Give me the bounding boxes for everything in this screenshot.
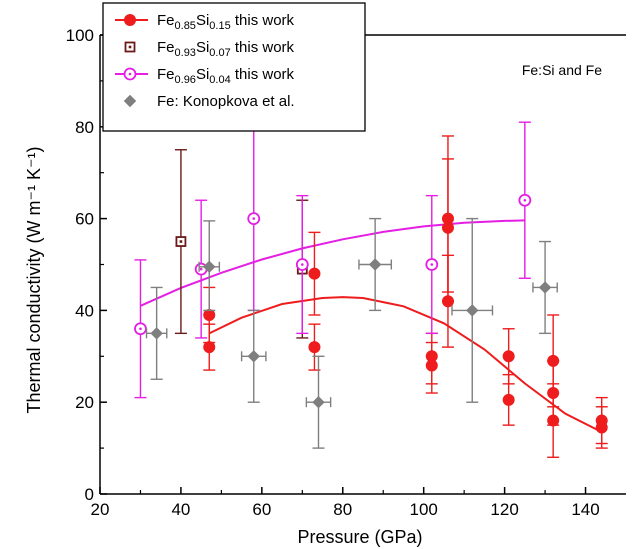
data-point (425, 359, 438, 372)
data-point (247, 350, 260, 363)
data-point-dot (199, 267, 203, 271)
x-tick-label: 120 (490, 500, 518, 519)
data-point (308, 267, 321, 280)
data-point (150, 327, 163, 340)
legend: Fe0.85Si0.15 this work Fe0.93Si0.07 this … (102, 2, 366, 132)
data-point-dot (523, 198, 527, 202)
y-axis-title: Thermal conductivity (W m⁻¹ K⁻¹) (24, 146, 44, 413)
legend-label: Fe: Konopkova et al. (157, 93, 295, 110)
x-tick-label: 100 (410, 500, 438, 519)
x-tick-label: 20 (91, 500, 110, 519)
x-tick-label: 80 (333, 500, 352, 519)
data-point (595, 421, 608, 434)
data-point (441, 295, 454, 308)
data-point (441, 221, 454, 234)
legend-marker (123, 94, 137, 108)
data-point-dot (301, 263, 304, 266)
legend-label: Fe0.96Si0.04 this work (157, 66, 295, 86)
legend-label: Fe0.93Si0.07 this work (157, 39, 295, 59)
data-point (466, 304, 479, 317)
y-tick-label: 20 (75, 393, 94, 412)
series-3 (145, 217, 558, 449)
series-1 (174, 149, 309, 339)
y-tick-label: 100 (66, 26, 94, 45)
legend-box (102, 2, 366, 132)
y-tick-label: 80 (75, 118, 94, 137)
y-tick-label: 0 (85, 485, 94, 504)
data-point (547, 414, 560, 427)
x-tick-label: 140 (571, 500, 599, 519)
data-point (203, 341, 216, 354)
data-point (308, 341, 321, 354)
x-tick-label: 40 (171, 500, 190, 519)
x-tick-label: 60 (252, 500, 271, 519)
x-axis-title: Pressure (GPa) (297, 527, 422, 547)
y-tick-label: 60 (75, 210, 94, 229)
data-point (203, 260, 216, 274)
data-point (502, 350, 515, 363)
series-0 (203, 135, 608, 458)
data-point-dot (252, 217, 256, 220)
y-tick-label: 40 (75, 301, 94, 320)
legend-marker-dot (128, 72, 132, 76)
data-point (368, 258, 382, 271)
chart-marks (134, 121, 608, 458)
data-point (538, 281, 552, 294)
data-point (502, 393, 515, 406)
legend-marker (124, 14, 136, 26)
fit-line-0 (208, 296, 603, 433)
legend-marker-dot (128, 45, 132, 49)
series-2 (134, 121, 532, 399)
data-point-dot (179, 240, 183, 243)
data-point (312, 395, 325, 409)
data-point (203, 308, 216, 321)
fit-line-2 (140, 219, 525, 307)
annotation: Fe:Si and Fe (522, 62, 602, 78)
legend-label: Fe0.85Si0.15 this work (157, 12, 295, 32)
data-point-dot (139, 327, 142, 331)
data-point-dot (430, 263, 434, 266)
